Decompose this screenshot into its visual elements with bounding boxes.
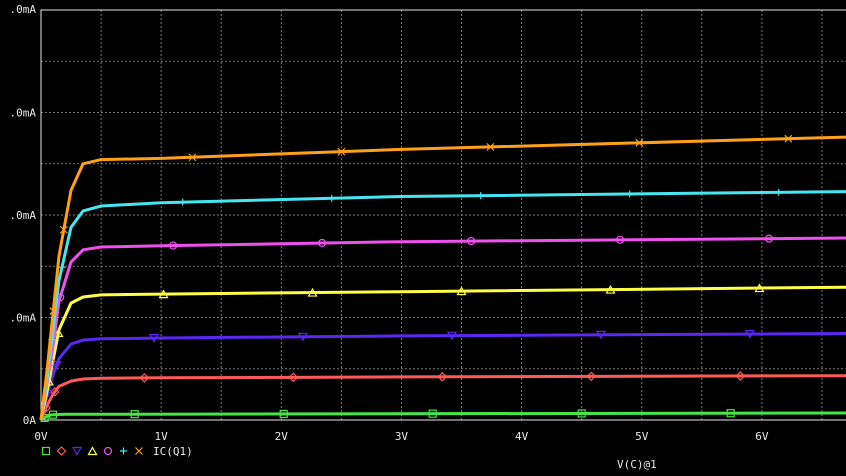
legend-marker	[103, 446, 113, 456]
x-tick-label: 5V	[635, 430, 649, 443]
series-marker	[288, 372, 299, 383]
series-line	[39, 135, 846, 421]
x-tick-label: 6V	[755, 430, 769, 443]
series-marker	[635, 138, 644, 147]
legend-marker	[41, 446, 51, 456]
series-marker	[754, 283, 765, 293]
y-tick-labels: 0A .0mA .0mA .0mA .0mA	[10, 3, 37, 427]
series-marker	[428, 409, 437, 418]
series-marker	[318, 238, 327, 248]
series-marker	[775, 188, 783, 196]
grid-lines	[41, 10, 846, 420]
x-tick-label: 2V	[275, 430, 289, 443]
y-tick-label: .0mA	[10, 312, 37, 325]
series-marker	[49, 386, 60, 397]
series-marker	[616, 235, 625, 244]
series-x	[39, 134, 846, 421]
series-marker	[139, 373, 150, 383]
series-marker	[744, 329, 755, 339]
series-marker	[158, 289, 169, 299]
series-marker	[49, 307, 58, 316]
x-axis-label: V(C)@1	[617, 458, 657, 471]
series-marker	[328, 194, 336, 202]
series-marker	[626, 190, 634, 198]
series-marker	[59, 225, 68, 234]
legend-marker	[120, 447, 127, 455]
series-marker	[446, 331, 457, 341]
series-marker	[307, 287, 318, 297]
y-tick-label: 0A	[23, 414, 37, 427]
series-marker	[58, 263, 66, 271]
series-marker	[577, 409, 586, 418]
series-marker	[726, 409, 735, 418]
x-tick-label: 0V	[34, 430, 48, 443]
series-marker	[279, 409, 288, 419]
series-marker	[735, 371, 746, 381]
series-marker	[477, 192, 485, 200]
series-marker	[130, 410, 139, 419]
series-line	[39, 285, 846, 421]
series-marker	[53, 328, 64, 337]
series-layer	[39, 134, 846, 423]
x-tick-label: 4V	[515, 430, 529, 443]
series-marker	[486, 143, 495, 151]
series-marker	[337, 147, 346, 156]
y-tick-label: .0mA	[10, 209, 37, 222]
series-marker	[297, 332, 308, 342]
plot-frame	[40, 9, 846, 421]
series-marker	[605, 284, 616, 294]
series-marker	[51, 360, 62, 370]
series-marker	[467, 236, 476, 246]
legend-marker	[71, 446, 83, 456]
series-marker	[595, 330, 606, 340]
legend-label: IC(Q1)	[153, 445, 193, 458]
series-marker	[148, 333, 159, 343]
legend-marker	[56, 446, 67, 456]
series-line	[40, 411, 846, 422]
series-diamond	[39, 371, 846, 421]
series-marker	[784, 134, 793, 143]
x-tick-label: 1V	[155, 430, 169, 443]
legend-marker	[87, 446, 98, 456]
series-marker	[456, 286, 467, 296]
series-line	[39, 374, 846, 421]
legend: IC(Q1)	[41, 445, 193, 458]
x-tick-label: 3V	[395, 430, 409, 443]
legend-marker	[135, 447, 143, 455]
series-marker	[48, 410, 58, 419]
series-marker	[169, 241, 178, 250]
series-marker	[188, 153, 197, 162]
y-tick-label: .0mA	[10, 107, 37, 120]
series-marker	[586, 371, 597, 382]
y-tick-label-top: .0mA	[10, 3, 37, 16]
x-tick-labels: 0V 1V 2V 3V 4V 5V 6V	[34, 430, 769, 443]
series-triangle	[39, 283, 846, 421]
series-marker	[437, 371, 448, 382]
series-marker	[765, 234, 774, 243]
series-marker	[179, 198, 187, 206]
